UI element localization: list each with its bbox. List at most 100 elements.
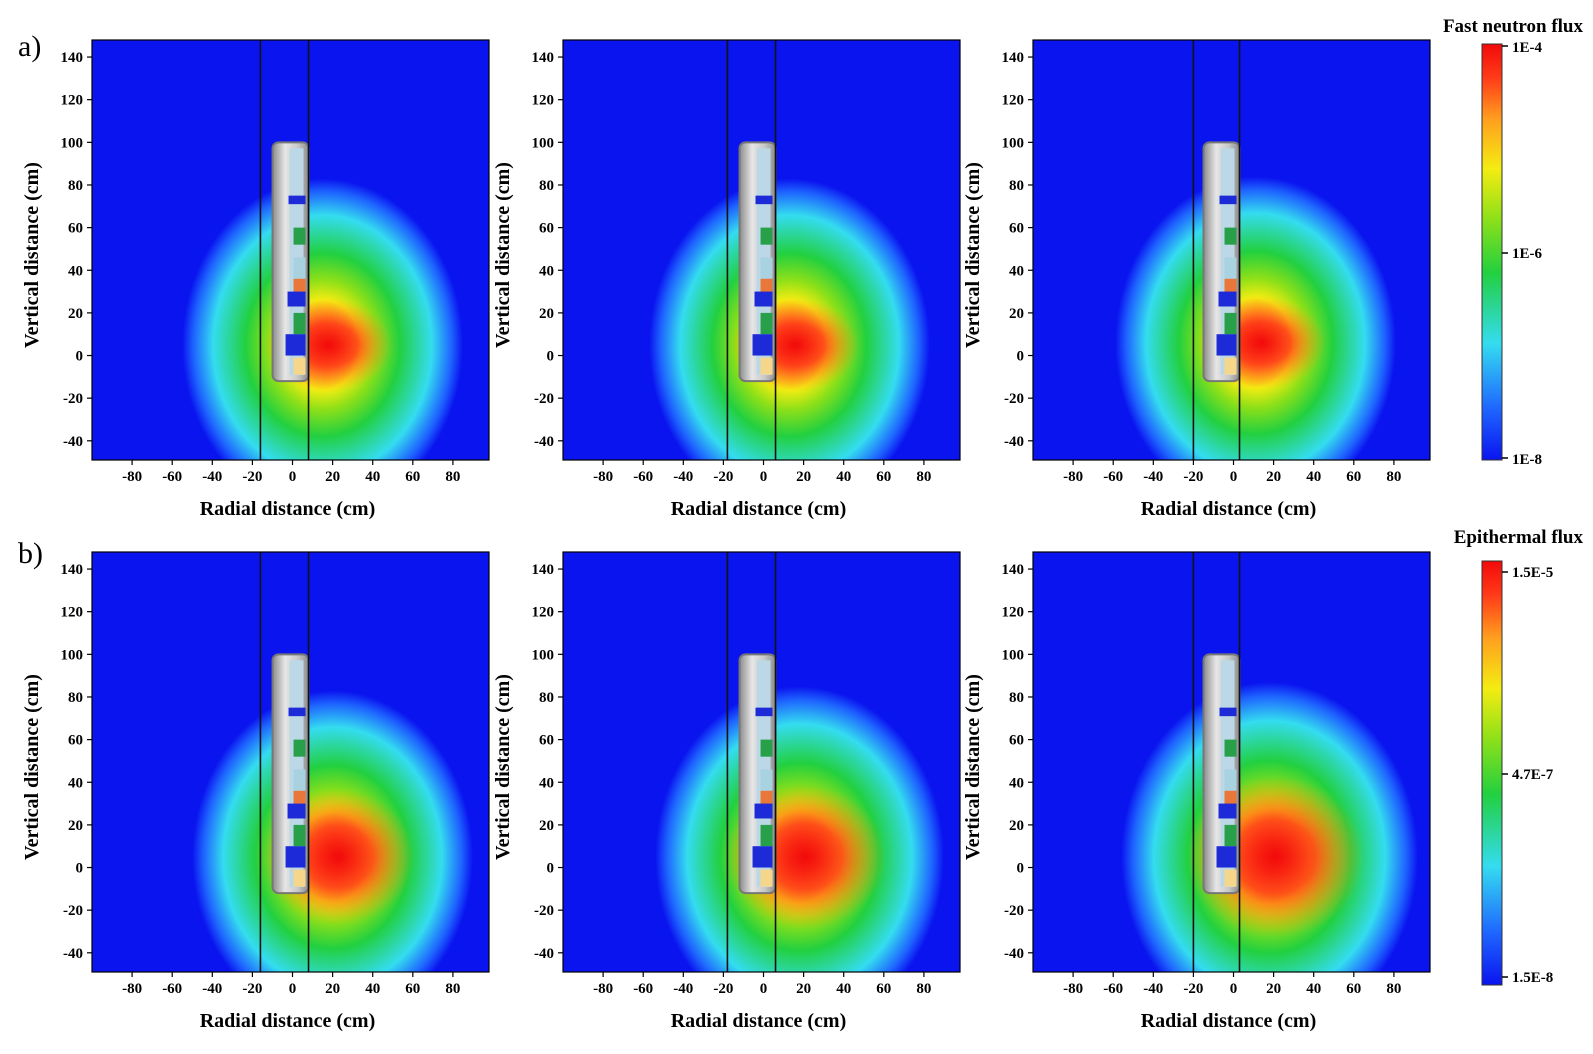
y-tick-label: -20 (63, 903, 83, 919)
tool-component (1219, 195, 1237, 205)
y-tick-label: 0 (76, 349, 84, 365)
x-tick-label: -80 (122, 981, 142, 997)
tool-component (755, 707, 773, 717)
tool-component (755, 195, 773, 205)
tool-component (293, 824, 306, 847)
logging-tool (738, 141, 777, 383)
logging-tool (1202, 653, 1241, 895)
y-tick-label: 20 (1009, 306, 1024, 322)
y-tick-label: 40 (68, 775, 83, 791)
y-tick-label: 100 (1002, 135, 1025, 151)
x-tick-label: -20 (1183, 981, 1203, 997)
colorbar-tick-label: 4.7E-7 (1512, 767, 1554, 783)
y-tick-label: 120 (1002, 93, 1025, 109)
x-tick-label: -20 (242, 469, 262, 485)
heatmap-panels: -40 -20 0 20 40 60 80 100 120 140 -80 -60 -40 -20 0 20 4… (21, 39, 1431, 1032)
tool-component (293, 869, 306, 887)
row-labels: a) b) (18, 30, 43, 570)
y-tick-label: 60 (68, 733, 83, 749)
y-tick-label: 40 (68, 263, 83, 279)
y-tick-label: 100 (61, 135, 84, 151)
y-tick-label: 120 (532, 93, 555, 109)
x-tick-label: 0 (1230, 469, 1238, 485)
y-tick-label: 120 (532, 605, 555, 621)
x-tick-label: 40 (365, 981, 380, 997)
x-tick-label: -60 (162, 981, 182, 997)
plot-frame (1032, 551, 1431, 973)
x-axis-label: Radial distance (cm) (1141, 1010, 1317, 1032)
x-tick-label: 60 (876, 469, 891, 485)
tool-component (1224, 739, 1237, 757)
x-tick-label: -40 (1143, 981, 1163, 997)
tool-component (1224, 869, 1237, 887)
y-tick-label: 80 (539, 178, 554, 194)
y-tick-label: 40 (1009, 263, 1024, 279)
tool-component (293, 357, 306, 375)
y-tick-label: 80 (1009, 690, 1024, 706)
tool-component (760, 312, 773, 335)
x-tick-label: 0 (289, 469, 297, 485)
y-axis-label: Vertical distance (cm) (962, 162, 984, 348)
heatmap-panel: -40 -20 0 20 40 60 80 100 120 140 -80 -60 -40 -20 0 20 4… (21, 551, 490, 1032)
x-tick-label: 0 (760, 981, 768, 997)
y-tick-label: 120 (61, 93, 84, 109)
y-tick-label: 140 (61, 50, 84, 66)
tool-component (293, 257, 306, 279)
row-label-b: b) (18, 537, 43, 570)
x-tick-label: -80 (593, 469, 613, 485)
y-tick-label: 80 (1009, 178, 1024, 194)
tool-component (1216, 846, 1237, 868)
tool-component (760, 227, 773, 245)
y-tick-label: 60 (1009, 733, 1024, 749)
tool-component (1218, 291, 1237, 307)
plot-frame (91, 39, 490, 461)
x-tick-label: -80 (593, 981, 613, 997)
x-tick-label: -20 (1183, 469, 1203, 485)
y-tick-label: 100 (1002, 647, 1025, 663)
heatmap-panel: -40 -20 0 20 40 60 80 100 120 140 -80 -60 -40 -20 0 20 4… (962, 39, 1431, 520)
x-tick-label: -20 (713, 981, 733, 997)
tool-component (293, 769, 306, 791)
tool-component (293, 312, 306, 335)
x-tick-label: -60 (633, 469, 653, 485)
x-tick-label: -40 (202, 469, 222, 485)
tool-component (1224, 257, 1237, 279)
y-tick-label: 60 (1009, 221, 1024, 237)
x-tick-label: 0 (289, 981, 297, 997)
heatmap-panel: -40 -20 0 20 40 60 80 100 120 140 -80 -60 -40 -20 0 20 4… (21, 39, 490, 520)
y-tick-label: 20 (539, 306, 554, 322)
y-tick-label: -40 (534, 434, 554, 450)
y-tick-label: 80 (68, 690, 83, 706)
y-tick-label: 20 (68, 818, 83, 834)
x-tick-label: 20 (325, 981, 340, 997)
tool-component (1219, 707, 1237, 717)
x-tick-label: -20 (713, 469, 733, 485)
tool-component (1224, 312, 1237, 335)
colorbar-title: Epithermal flux (1454, 527, 1584, 548)
tool-component (285, 334, 306, 356)
y-tick-label: 120 (1002, 605, 1025, 621)
plot-frame (1032, 39, 1431, 461)
x-tick-label: -60 (633, 981, 653, 997)
heatmap-field (1121, 653, 1418, 972)
x-tick-label: -80 (1063, 981, 1083, 997)
y-tick-label: -40 (63, 434, 83, 450)
y-tick-label: 60 (68, 221, 83, 237)
y-tick-label: 100 (532, 135, 555, 151)
tool-component (760, 257, 773, 279)
tool-component (760, 869, 773, 887)
tool-component (288, 707, 306, 717)
x-tick-label: 0 (1230, 981, 1238, 997)
x-tick-label: 80 (916, 469, 931, 485)
tool-component (288, 195, 306, 205)
y-axis-label: Vertical distance (cm) (21, 162, 43, 348)
x-tick-label: 60 (405, 469, 420, 485)
x-tick-label: -20 (242, 981, 262, 997)
colorbar-tick-label: 1E-4 (1512, 40, 1543, 56)
x-tick-label: 40 (836, 469, 851, 485)
y-tick-label: 140 (1002, 50, 1025, 66)
y-tick-label: 60 (539, 733, 554, 749)
x-tick-label: 20 (796, 469, 811, 485)
heatmap-field (182, 141, 463, 460)
tool-component (760, 357, 773, 375)
